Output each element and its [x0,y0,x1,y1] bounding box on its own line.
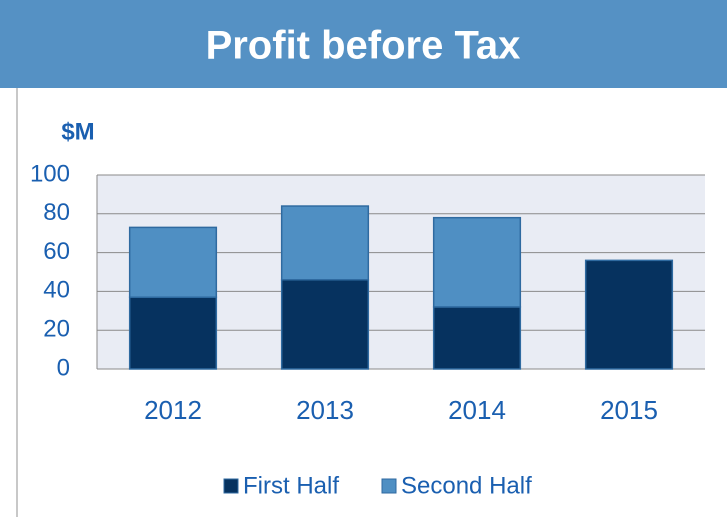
bar-segment [432,306,522,370]
title-banner [0,0,727,88]
y-tick-label: 20 [43,316,70,343]
x-tick-label: 2012 [144,395,202,425]
bar-segment [128,296,218,370]
chart-title: Profit before Tax [206,24,521,68]
y-tick-label: 60 [43,238,70,265]
legend-label: Second Half [401,472,532,499]
x-tick-label: 2015 [600,395,658,425]
x-tick-label: 2014 [448,395,506,425]
y-tick-label: 80 [43,199,70,226]
y-axis-label: $M [61,118,94,145]
y-tick-label: 100 [30,160,70,187]
bar-segment [280,279,370,370]
bar-segment [280,205,370,281]
legend-swatch [223,478,239,494]
bar-segment [128,226,218,298]
y-tick-label: 0 [57,354,70,381]
bar-segment [584,259,674,370]
y-tick-label: 40 [43,277,70,304]
legend-label: First Half [243,472,339,499]
legend-swatch [381,478,397,494]
x-tick-label: 2013 [296,395,354,425]
bar-segment [432,216,522,308]
